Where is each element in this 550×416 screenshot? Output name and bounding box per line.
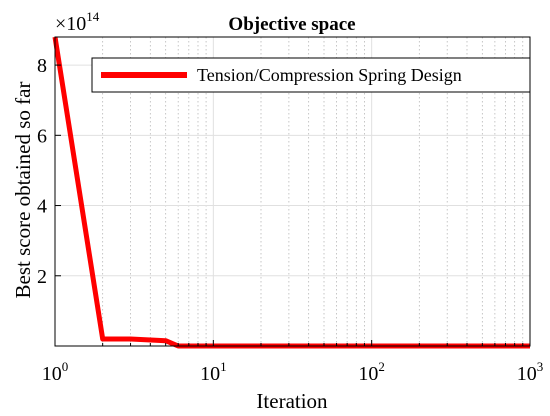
y-multiplier-base: 10 [66, 13, 86, 35]
x-tick-base: 10 [358, 363, 378, 385]
x-tick-exponent: 2 [378, 359, 385, 374]
y-tick-label: 2 [37, 266, 47, 288]
x-axis-label: Iteration [256, 389, 328, 413]
y-multiplier-exponent: 14 [86, 9, 100, 24]
x-tick-exponent: 1 [220, 359, 227, 374]
x-tick-label: 100 [42, 359, 69, 385]
y-tick-label: 4 [37, 196, 47, 218]
legend-entry: Tension/Compression Spring Design [197, 65, 462, 85]
x-tick-base: 10 [200, 363, 220, 385]
x-tick-label: 102 [358, 359, 385, 385]
y-tick-label: 6 [37, 125, 47, 147]
legend: Tension/Compression Spring Design [91, 57, 531, 93]
x-tick-label: 101 [200, 359, 227, 385]
x-tick-base: 10 [517, 363, 537, 385]
x-tick-exponent: 3 [537, 359, 544, 374]
y-tick-label: 8 [37, 55, 47, 77]
x-tick-exponent: 0 [62, 359, 69, 374]
x-tick-label: 103 [517, 359, 544, 385]
y-axis-label: Best score obtained so far [11, 82, 35, 299]
chart-title: Objective space [228, 14, 355, 35]
y-multiplier-prefix: × [55, 13, 66, 35]
y-axis-multiplier: ×1014 [55, 9, 100, 35]
x-tick-base: 10 [42, 363, 62, 385]
plot-frame [54, 36, 531, 347]
